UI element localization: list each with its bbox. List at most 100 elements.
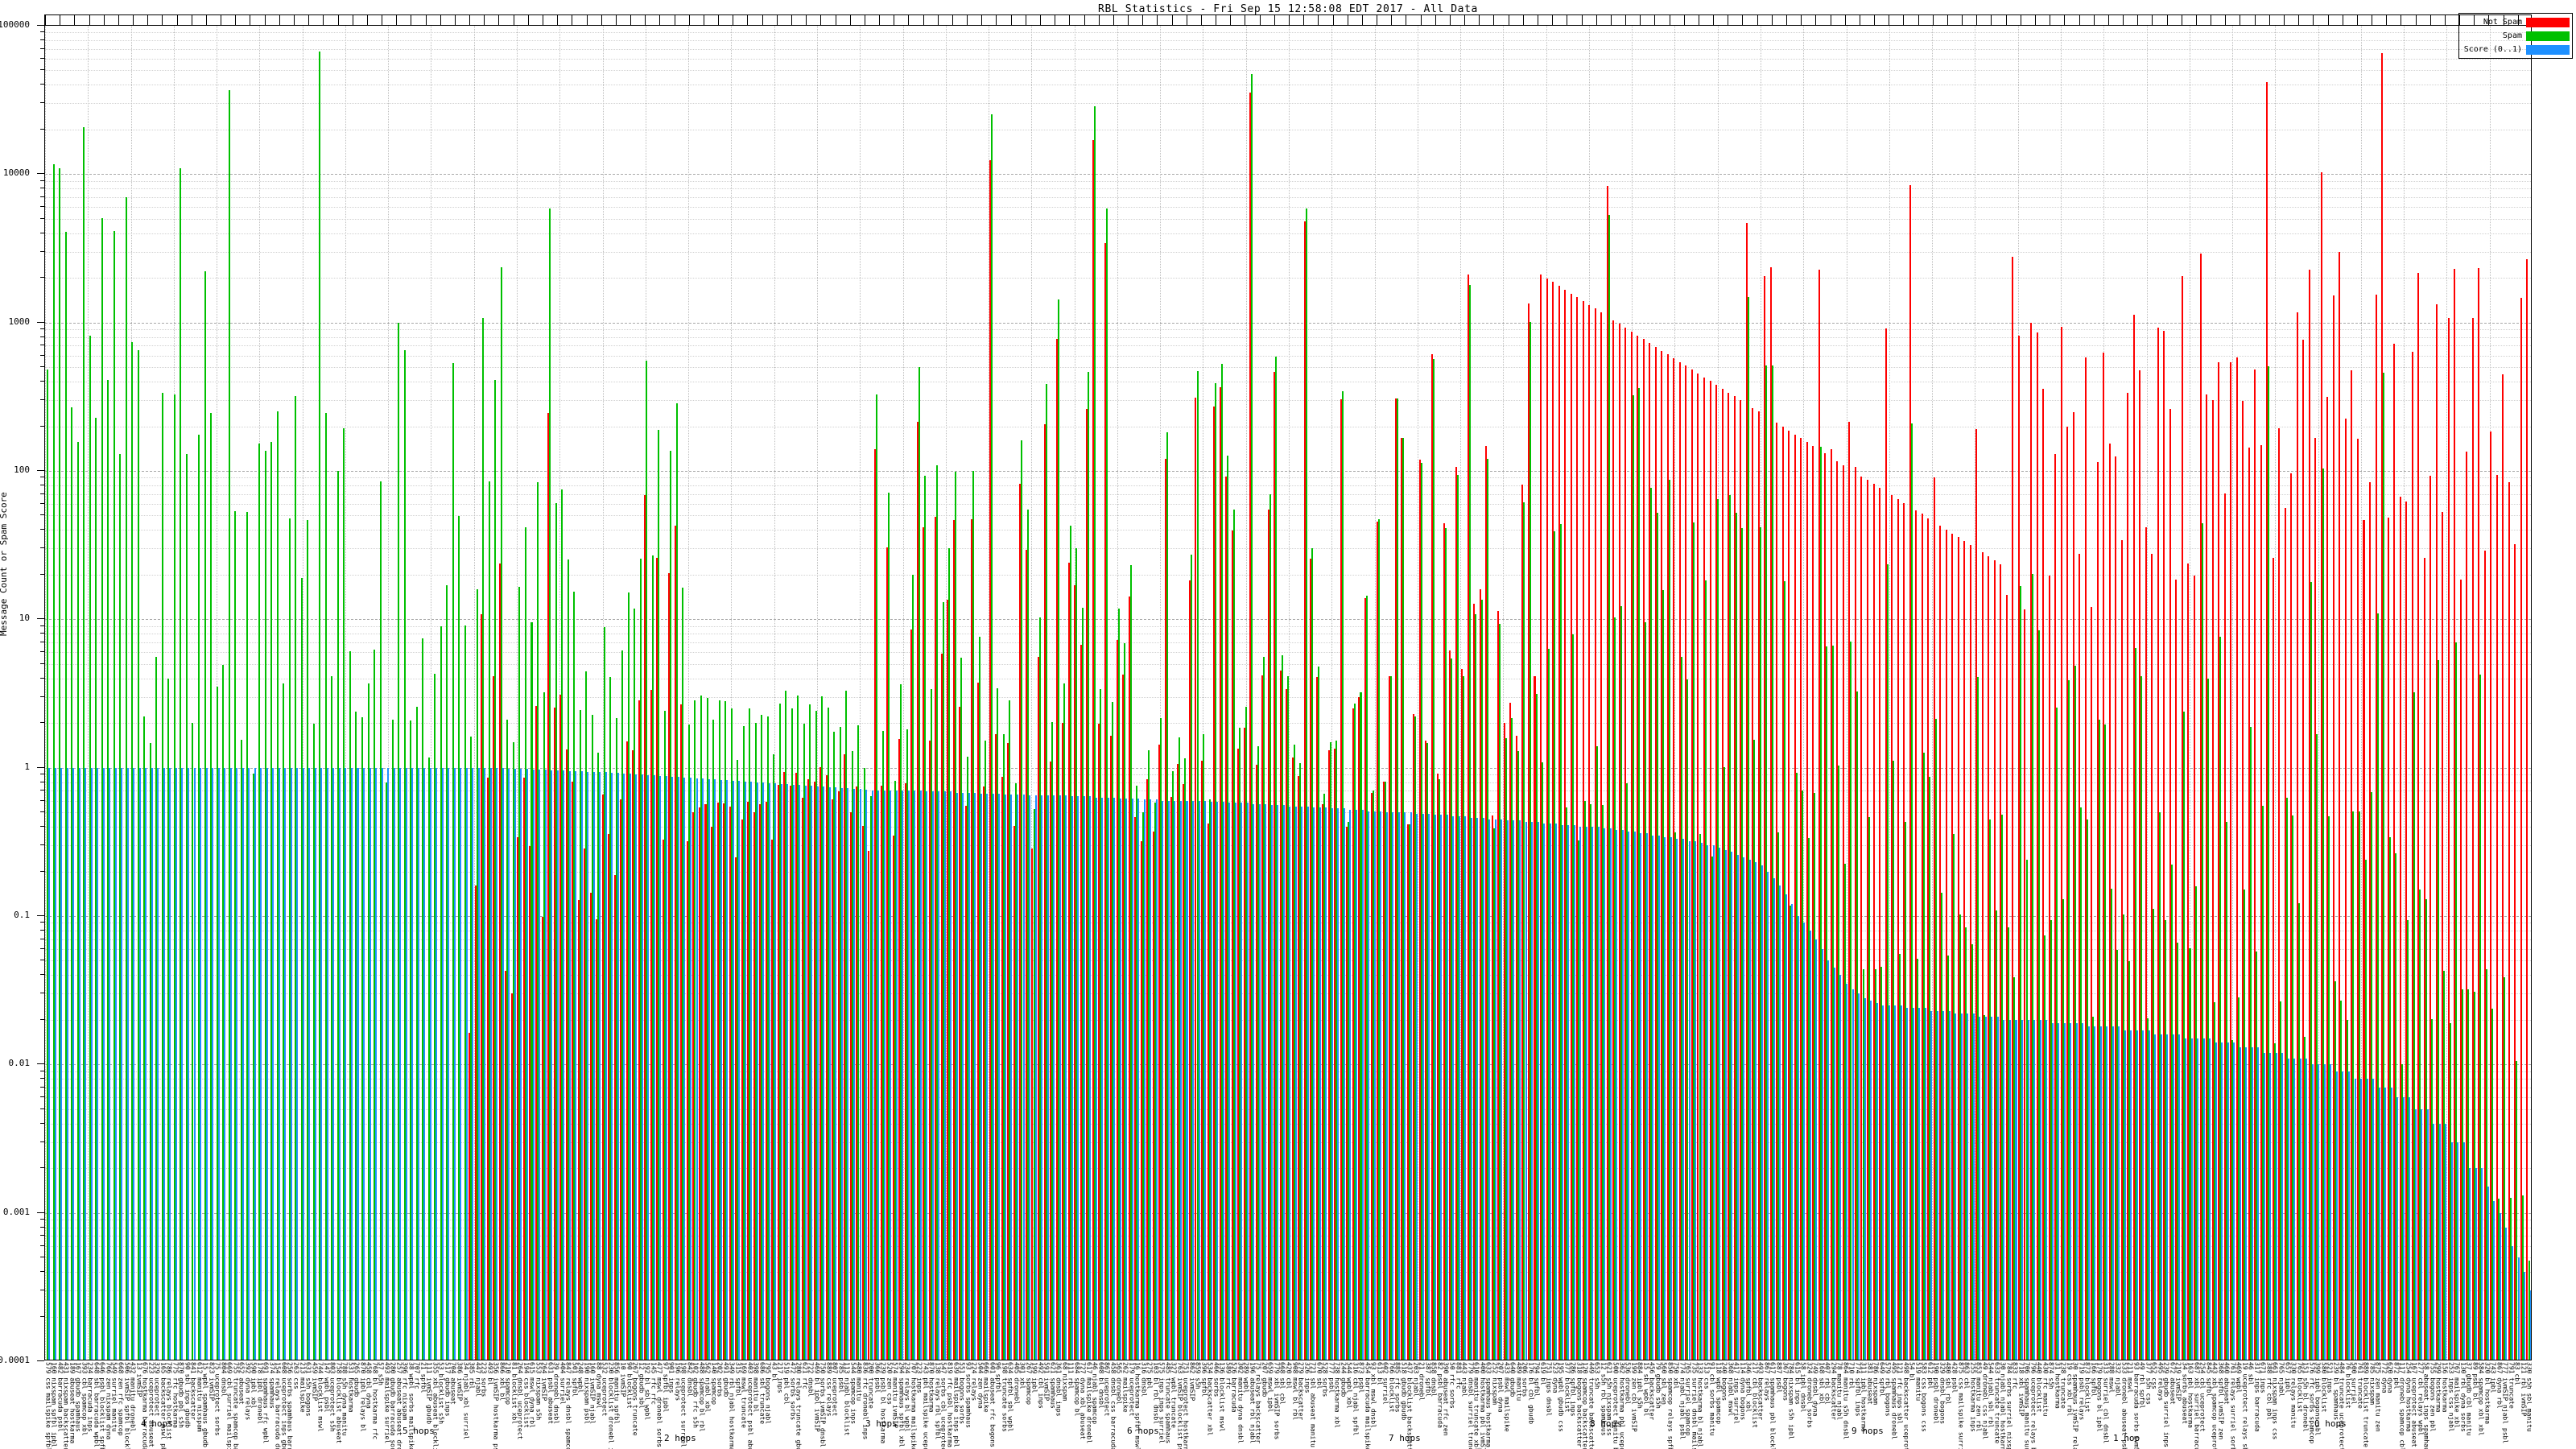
bar-score bbox=[502, 768, 504, 1360]
y-tick-label: 100000 bbox=[0, 19, 30, 30]
legend-swatch-not-spam bbox=[2526, 17, 2570, 27]
bar-spam bbox=[1426, 743, 1429, 1360]
bar-spam bbox=[2207, 678, 2210, 1360]
bar-score bbox=[1609, 828, 1612, 1360]
bar-spam bbox=[427, 757, 430, 1360]
bar-spam bbox=[2219, 636, 2222, 1360]
bar-score bbox=[2281, 1052, 2284, 1360]
bar-score bbox=[1984, 1016, 1987, 1360]
bar-score bbox=[2015, 1019, 2017, 1360]
bar-score bbox=[1071, 796, 1073, 1360]
bar-not-spam bbox=[1443, 522, 1445, 1360]
bar-spam bbox=[452, 362, 454, 1360]
bar-spam bbox=[2001, 815, 2004, 1360]
bar-not-spam bbox=[2490, 431, 2492, 1360]
bar-spam bbox=[888, 493, 890, 1360]
bar-not-spam bbox=[959, 706, 961, 1360]
bar-not-spam bbox=[656, 558, 658, 1360]
bar-score bbox=[423, 767, 426, 1360]
bar-not-spam bbox=[2103, 352, 2105, 1360]
bar-score bbox=[1385, 812, 1388, 1360]
bar-score bbox=[611, 773, 613, 1360]
bar-score bbox=[350, 767, 353, 1360]
bar-score bbox=[48, 767, 51, 1360]
bar-spam bbox=[1554, 530, 1556, 1360]
bar-not-spam bbox=[2115, 456, 2117, 1360]
bar-spam bbox=[2074, 666, 2076, 1360]
bar-score bbox=[1319, 807, 1321, 1360]
bar-spam bbox=[1227, 455, 1229, 1360]
bar-score bbox=[702, 778, 704, 1360]
bar-score bbox=[1991, 1016, 1993, 1360]
bar-spam bbox=[2013, 976, 2016, 1360]
bar-not-spam bbox=[825, 774, 828, 1360]
bar-spam bbox=[1293, 744, 1295, 1360]
bar-spam bbox=[1402, 437, 1405, 1360]
legend-item-score[interactable]: Score (0..1) bbox=[2464, 43, 2570, 56]
bar-spam bbox=[1075, 547, 1078, 1360]
x-axis-group-label: 7 hops bbox=[1389, 1433, 1421, 1443]
bar-spam bbox=[149, 742, 151, 1360]
bar-score bbox=[138, 767, 141, 1360]
bar-not-spam bbox=[1728, 392, 1730, 1360]
bar-spam bbox=[1583, 801, 1586, 1360]
bar-not-spam bbox=[589, 892, 592, 1360]
legend-item-not-spam[interactable]: Not Spam bbox=[2464, 15, 2570, 29]
bar-spam bbox=[948, 548, 951, 1360]
bar-not-spam bbox=[1274, 371, 1276, 1360]
bar-not-spam bbox=[2417, 272, 2420, 1360]
bar-score bbox=[1397, 812, 1400, 1360]
bar-score bbox=[520, 769, 522, 1360]
bar-score bbox=[1506, 820, 1509, 1360]
bar-spam bbox=[1184, 758, 1187, 1360]
bar-not-spam bbox=[2029, 323, 2032, 1360]
bar-score bbox=[811, 785, 813, 1360]
bar-not-spam bbox=[1812, 445, 1814, 1360]
bar-score bbox=[968, 792, 970, 1360]
bar-not-spam bbox=[1164, 458, 1166, 1360]
bar-spam bbox=[718, 700, 720, 1360]
bar-score bbox=[145, 767, 147, 1360]
bar-not-spam bbox=[668, 572, 671, 1360]
bar-spam bbox=[609, 676, 612, 1360]
bar-spam bbox=[1305, 208, 1307, 1360]
bar-spam bbox=[2504, 976, 2506, 1360]
bar-score bbox=[2299, 1058, 2301, 1360]
x-axis-group-label: 3 hops bbox=[865, 1418, 898, 1429]
bar-spam bbox=[894, 781, 896, 1360]
x-axis-labels: 579 css mailspike spfbl 160 nixspam spfbl… bbox=[44, 1362, 2532, 1449]
bar-score bbox=[429, 767, 431, 1360]
bar-score bbox=[1942, 1010, 1945, 1360]
bar-score bbox=[448, 767, 450, 1360]
bar-spam bbox=[1711, 856, 1713, 1360]
bar-spam bbox=[1602, 805, 1604, 1360]
bar-not-spam bbox=[1848, 421, 1851, 1360]
bar-score bbox=[1912, 1008, 1914, 1360]
bar-score bbox=[212, 767, 214, 1360]
bar-score bbox=[1282, 805, 1285, 1360]
bar-not-spam bbox=[1927, 518, 1930, 1360]
bar-spam bbox=[1117, 609, 1120, 1360]
bar-score bbox=[526, 769, 529, 1360]
bar-spam bbox=[288, 518, 291, 1360]
bar-not-spam bbox=[1183, 784, 1185, 1360]
bar-spam bbox=[1862, 969, 1864, 1360]
bar-score bbox=[460, 767, 462, 1360]
bar-score bbox=[1464, 816, 1467, 1360]
bar-not-spam bbox=[716, 803, 719, 1360]
bar-spam bbox=[2128, 960, 2131, 1360]
bar-spam bbox=[1009, 700, 1011, 1360]
legend-item-spam[interactable]: Spam bbox=[2464, 29, 2570, 43]
bar-score bbox=[2215, 1042, 2217, 1360]
bar-spam bbox=[2359, 811, 2361, 1360]
bar-score bbox=[1010, 794, 1013, 1360]
bar-spam bbox=[458, 515, 460, 1360]
bar-score bbox=[363, 767, 365, 1360]
bar-not-spam bbox=[1298, 776, 1300, 1360]
bar-not-spam bbox=[565, 749, 568, 1360]
bar-spam bbox=[2340, 1001, 2343, 1360]
bar-score bbox=[1428, 813, 1430, 1360]
bar-not-spam bbox=[1654, 346, 1657, 1360]
bar-score bbox=[60, 767, 63, 1360]
bar-score bbox=[2475, 1168, 2477, 1360]
